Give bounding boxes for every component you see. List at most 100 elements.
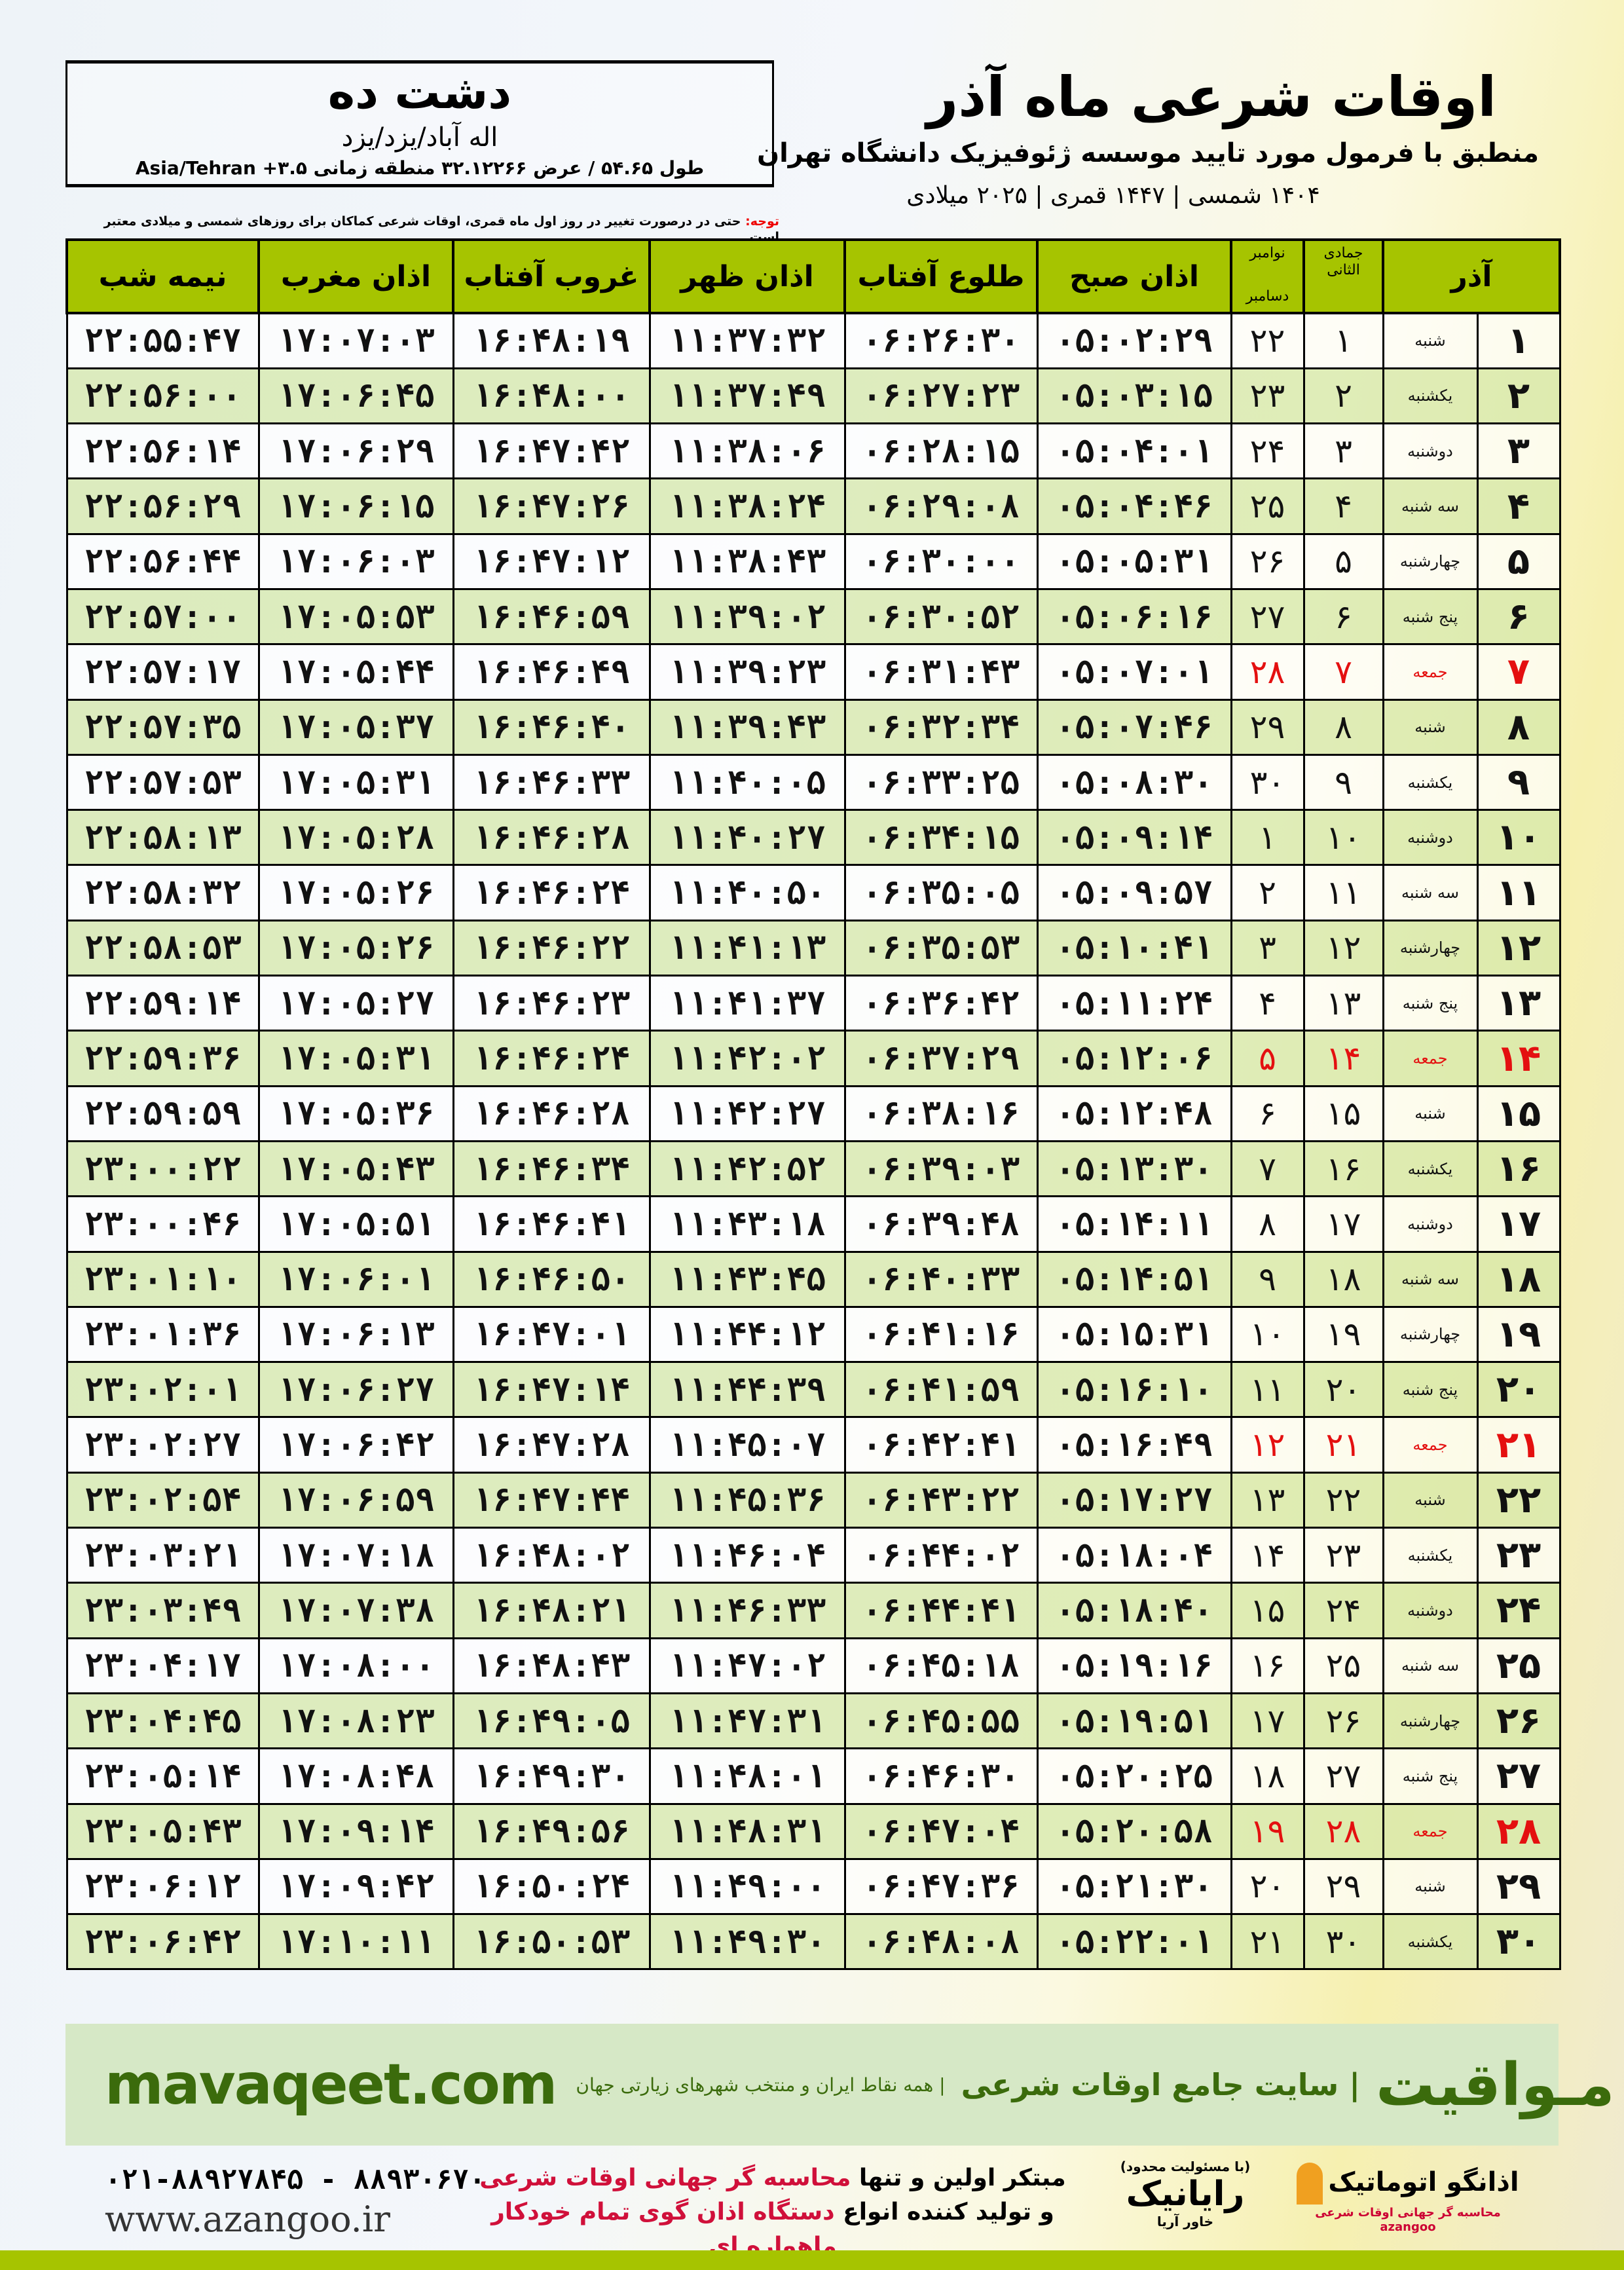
table-row: ۸ شنبه ۸ ۲۹ ۰۵:۰۷:۴۶ ۰۶:۳۲:۳۴ ۱۱:۳۹:۴۳ ۱۶:۴۶:۴۰… (65, 698, 1561, 756)
banner-site[interactable]: mavaqeet.com (105, 2052, 557, 2117)
day-cell: ۲۴ (1476, 1582, 1561, 1639)
sunset-cell: ۱۶:۴۹:۳۰ (452, 1747, 651, 1805)
dhuhr-cell: ۱۱:۴۳:۱۸ (648, 1195, 846, 1253)
maghrib-cell: ۱۷:۰۶:۱۳ (257, 1305, 454, 1364)
day-cell: ۸ (1476, 698, 1561, 756)
gregorian-cell: ۶ (1230, 1085, 1305, 1142)
sunset-cell: ۱۶:۴۸:۰۲ (452, 1527, 651, 1584)
hijri-cell: ۱۰ (1302, 809, 1384, 866)
maghrib-cell: ۱۷:۰۶:۱۵ (257, 477, 454, 535)
gregorian-cell: ۳ (1230, 919, 1305, 977)
col-greg-top: نوامبر (1249, 245, 1285, 261)
gregorian-cell: ۲۳ (1230, 367, 1305, 425)
dhuhr-cell: ۱۱:۴۲:۵۲ (648, 1140, 846, 1198)
dhuhr-cell: ۱۱:۳۸:۴۳ (648, 532, 846, 590)
hijri-cell: ۱۲ (1302, 919, 1384, 977)
gregorian-cell: ۲۲ (1230, 312, 1305, 369)
fajr-cell: ۰۵:۰۷:۰۱ (1036, 643, 1232, 701)
midnight-cell: ۲۳:۰۴:۱۷ (65, 1637, 260, 1694)
day-cell: ۱۶ (1476, 1140, 1561, 1198)
table-row: ۳ دوشنبه ۳ ۲۴ ۰۵:۰۴:۰۱ ۰۶:۲۸:۱۵ ۱۱:۳۸:۰۶ ۱۶:۴۷:… (65, 422, 1561, 480)
fajr-cell: ۰۵:۱۸:۴۰ (1036, 1582, 1232, 1639)
table-row: ۱۴ جمعه ۱۴ ۵ ۰۵:۱۲:۰۶ ۰۶:۳۷:۲۹ ۱۱:۴۲:۰۲ ۱۶:۴۶:۲… (65, 1030, 1561, 1087)
midnight-cell: ۲۳:۰۲:۵۴ (65, 1471, 260, 1529)
website-link[interactable]: www.azangoo.ir (105, 2199, 390, 2240)
promo1-b: محاسبه گر جهانی اوقات شرعی (479, 2165, 851, 2191)
day-cell: ۱۴ (1476, 1030, 1561, 1087)
col-maghrib: اذان مغرب (257, 238, 454, 314)
maghrib-cell: ۱۷:۰۶:۲۷ (257, 1361, 454, 1419)
maghrib-cell: ۱۷:۰۵:۴۳ (257, 1140, 454, 1198)
fajr-cell: ۰۵:۱۹:۱۶ (1036, 1637, 1232, 1694)
midnight-cell: ۲۳:۰۳:۴۹ (65, 1582, 260, 1639)
sunrise-cell: ۰۶:۳۹:۰۳ (843, 1140, 1039, 1198)
midnight-cell: ۲۳:۰۰:۴۶ (65, 1195, 260, 1253)
gregorian-cell: ۱۰ (1230, 1305, 1305, 1364)
weekday-cell: یکشنبه (1382, 1913, 1479, 1971)
azangoo-en: azangoo (1380, 2220, 1436, 2234)
hijri-cell: ۲۱ (1302, 1416, 1384, 1474)
gregorian-cell: ۱۳ (1230, 1471, 1305, 1529)
hijri-cell: ۲۵ (1302, 1637, 1384, 1694)
weekday-cell: چهارشنبه (1382, 1692, 1479, 1750)
sunrise-cell: ۰۶:۴۵:۱۸ (843, 1637, 1039, 1694)
sunrise-cell: ۰۶:۳۰:۰۰ (843, 532, 1039, 590)
hijri-cell: ۱ (1302, 312, 1384, 369)
sunrise-cell: ۰۶:۴۱:۵۹ (843, 1361, 1039, 1419)
hijri-cell: ۴ (1302, 477, 1384, 535)
hijri-cell: ۷ (1302, 643, 1384, 701)
fajr-cell: ۰۵:۰۹:۵۷ (1036, 864, 1232, 921)
dhuhr-cell: ۱۱:۳۸:۰۶ (648, 422, 846, 480)
sunset-cell: ۱۶:۴۶:۲۴ (452, 1030, 651, 1087)
table-row: ۱۸ سه شنبه ۱۸ ۹ ۰۵:۱۴:۵۱ ۰۶:۴۰:۳۳ ۱۱:۴۳:۴۵ ۱۶:۴… (65, 1250, 1561, 1308)
gregorian-cell: ۱۸ (1230, 1747, 1305, 1805)
dhuhr-cell: ۱۱:۴۰:۰۵ (648, 753, 846, 811)
maghrib-cell: ۱۷:۰۹:۴۲ (257, 1857, 454, 1916)
midnight-cell: ۲۲:۵۵:۴۷ (65, 312, 260, 369)
day-cell: ۱۹ (1476, 1305, 1561, 1364)
gregorian-cell: ۱۲ (1230, 1416, 1305, 1474)
day-cell: ۱ (1476, 312, 1561, 369)
col-gregorian: نوامبر دسامبر (1230, 238, 1305, 314)
sunrise-cell: ۰۶:۲۶:۳۰ (843, 312, 1039, 369)
dhuhr-cell: ۱۱:۴۵:۰۷ (648, 1416, 846, 1474)
table-row: ۱۶ یکشنبه ۱۶ ۷ ۰۵:۱۳:۳۰ ۰۶:۳۹:۰۳ ۱۱:۴۲:۵۲ ۱۶:۴۶… (65, 1140, 1561, 1198)
fajr-cell: ۰۵:۱۸:۰۴ (1036, 1527, 1232, 1584)
day-cell: ۱۷ (1476, 1195, 1561, 1253)
fajr-cell: ۰۵:۱۹:۵۱ (1036, 1692, 1232, 1750)
dome-icon (1297, 2163, 1323, 2205)
raianik-logo: (با مسئولیت محدود) رایانیک خاور آریا (1107, 2159, 1264, 2229)
table-row: ۶ پنج شنبه ۶ ۲۷ ۰۵:۰۶:۱۶ ۰۶:۳۰:۵۲ ۱۱:۳۹:۰۲ ۱۶:۴… (65, 587, 1561, 646)
weekday-cell: پنج شنبه (1382, 587, 1479, 646)
hijri-cell: ۲۲ (1302, 1471, 1384, 1529)
col-month: آذر (1382, 238, 1561, 314)
azangoo-sub: محاسبه گر جهانی اوقات شرعی (1315, 2206, 1501, 2220)
sunset-cell: ۱۶:۴۷:۲۶ (452, 477, 651, 535)
day-cell: ۱۰ (1476, 809, 1561, 866)
gregorian-cell: ۲۹ (1230, 698, 1305, 756)
midnight-cell: ۲۲:۵۷:۳۵ (65, 698, 260, 756)
table-row: ۲۰ پنج شنبه ۲۰ ۱۱ ۰۵:۱۶:۱۰ ۰۶:۴۱:۵۹ ۱۱:۴۴:۳۹ ۱۶… (65, 1361, 1561, 1419)
sunset-cell: ۱۶:۴۸:۰۰ (452, 367, 651, 425)
gregorian-cell: ۲۱ (1230, 1913, 1305, 1971)
sunset-cell: ۱۶:۴۶:۲۴ (452, 864, 651, 921)
weekday-cell: شنبه (1382, 1471, 1479, 1529)
dhuhr-cell: ۱۱:۴۷:۰۲ (648, 1637, 846, 1694)
midnight-cell: ۲۲:۵۷:۵۳ (65, 753, 260, 811)
maghrib-cell: ۱۷:۰۷:۰۳ (257, 312, 454, 369)
gregorian-cell: ۲۵ (1230, 477, 1305, 535)
banner-slogan: | سایت جامع اوقات شرعی (961, 2067, 1361, 2102)
table-row: ۱۳ پنج شنبه ۱۳ ۴ ۰۵:۱۱:۲۴ ۰۶:۳۶:۴۲ ۱۱:۴۱:۳۷ ۱۶:… (65, 975, 1561, 1032)
table-row: ۱۰ دوشنبه ۱۰ ۱ ۰۵:۰۹:۱۴ ۰۶:۳۴:۱۵ ۱۱:۴۰:۲۷ ۱۶:۴۶… (65, 809, 1561, 866)
gregorian-cell: ۱۱ (1230, 1361, 1305, 1419)
day-cell: ۲ (1476, 367, 1561, 425)
hijri-cell: ۲۰ (1302, 1361, 1384, 1419)
fajr-cell: ۰۵:۱۷:۲۷ (1036, 1471, 1232, 1529)
sunrise-cell: ۰۶:۴۳:۲۲ (843, 1471, 1039, 1529)
weekday-cell: جمعه (1382, 1416, 1479, 1474)
sunrise-cell: ۰۶:۳۹:۴۸ (843, 1195, 1039, 1253)
midnight-cell: ۲۳:۰۵:۱۴ (65, 1747, 260, 1805)
maghrib-cell: ۱۷:۰۶:۵۹ (257, 1471, 454, 1529)
fajr-cell: ۰۵:۰۹:۱۴ (1036, 809, 1232, 866)
weekday-cell: جمعه (1382, 643, 1479, 701)
